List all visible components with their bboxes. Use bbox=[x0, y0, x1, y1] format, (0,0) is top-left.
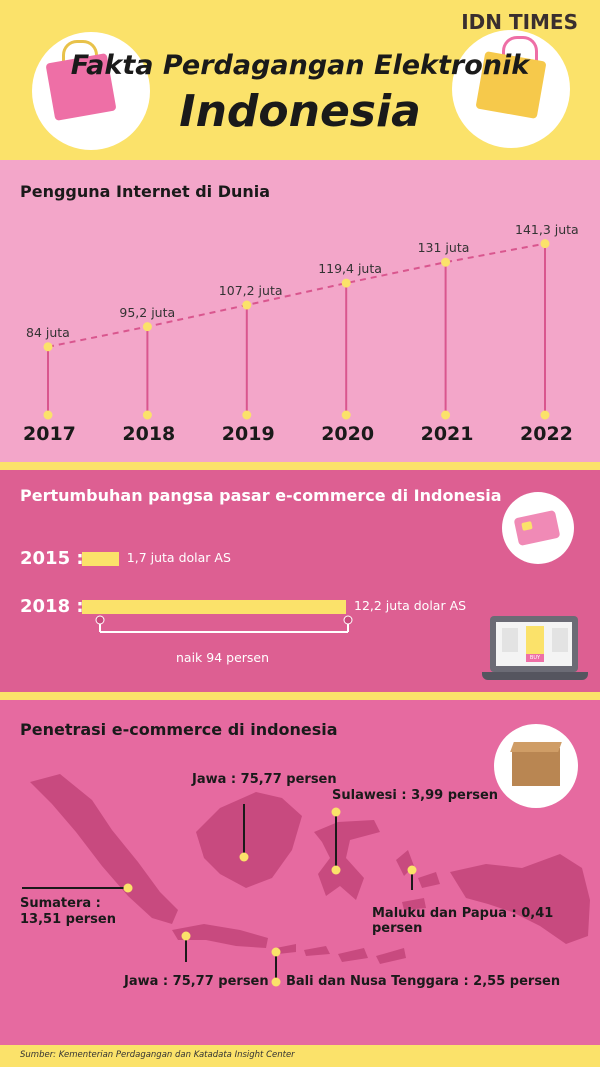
data-point-2022 bbox=[540, 239, 550, 249]
base-point-2020 bbox=[341, 410, 351, 420]
internet-users-chart bbox=[43, 239, 550, 420]
penetration-section: Penetrasi e-commerce di indonesia bbox=[0, 700, 600, 1045]
label-bali: Bali dan Nusa Tenggara : 2,55 persen bbox=[286, 974, 561, 989]
bag-handle bbox=[502, 36, 538, 61]
year-label-2018: 2018 bbox=[122, 423, 176, 445]
papua-island bbox=[450, 854, 590, 944]
data-point-2020 bbox=[341, 278, 351, 288]
header: IDN TIMES Fakta Perdagangan Elektronik I… bbox=[0, 0, 600, 160]
data-label-2018: 95,2 juta bbox=[119, 304, 176, 320]
page-title-line2: Indonesia bbox=[179, 86, 421, 137]
data-label-2020: 119,4 juta bbox=[318, 261, 382, 277]
page-title-line1: Fakta Perdagangan Elektronik bbox=[70, 50, 530, 81]
penetration-title: Penetrasi e-commerce di indonesia bbox=[20, 720, 338, 739]
brand-logo: IDN TIMES bbox=[461, 10, 578, 34]
label-maluku: Maluku dan Papua : 0,41 persen bbox=[372, 906, 554, 936]
laptop-base bbox=[482, 672, 588, 680]
source-footer: Sumber: Kementerian Perdagangan dan Kata… bbox=[0, 1045, 600, 1067]
data-label-2021: 131 juta bbox=[417, 240, 470, 256]
bar-category-2018: 2018 : bbox=[20, 596, 84, 617]
java-island bbox=[172, 924, 268, 948]
data-point-2019 bbox=[242, 300, 252, 310]
data-label-2017: 84 juta bbox=[26, 324, 70, 340]
package-box-icon bbox=[494, 724, 578, 808]
base-point-2018 bbox=[142, 410, 152, 420]
label-sulawesi: Sulawesi : 3,99 persen bbox=[332, 788, 499, 803]
kalimantan-island bbox=[196, 792, 302, 888]
credit-card-icon bbox=[502, 492, 574, 564]
bar-category-2015: 2015 : bbox=[20, 548, 84, 569]
sulawesi-island bbox=[314, 820, 380, 900]
label-jawa-bottom: Jawa : 75,77 persen bbox=[124, 974, 269, 989]
year-label-2022: 2022 bbox=[520, 423, 573, 445]
bag-handle bbox=[62, 40, 98, 65]
bar-2015 bbox=[82, 552, 119, 566]
data-point-2021 bbox=[441, 257, 451, 267]
indonesia-map bbox=[22, 774, 590, 987]
label-sumatera-1: Sumatera : bbox=[20, 896, 101, 911]
series-line bbox=[47, 242, 546, 348]
base-point-2017 bbox=[43, 410, 53, 420]
bar-value-2015: 1,7 juta dolar AS bbox=[126, 550, 231, 565]
growth-bracket bbox=[95, 615, 353, 633]
ecommerce-growth-title: Pertumbuhan pangsa pasar e-commerce di I… bbox=[20, 486, 502, 505]
base-point-2021 bbox=[441, 410, 451, 420]
label-sumatera-2: 13,51 persen bbox=[20, 912, 116, 927]
year-label-2019: 2019 bbox=[221, 423, 275, 445]
sumatra-island bbox=[30, 774, 178, 924]
bar-2018 bbox=[82, 600, 346, 614]
ecommerce-growth-section: Pertumbuhan pangsa pasar e-commerce di I… bbox=[0, 470, 600, 692]
right-bag-circle bbox=[452, 30, 570, 148]
growth-annotation: naik 94 persen bbox=[176, 650, 270, 665]
internet-users-title: Pengguna Internet di Dunia bbox=[20, 182, 271, 201]
bar-value-2018: 12,2 juta dolar AS bbox=[354, 598, 467, 613]
data-label-2019: 107,2 juta bbox=[218, 283, 283, 299]
year-label-2021: 2021 bbox=[420, 423, 474, 445]
year-label-2020: 2020 bbox=[321, 423, 375, 445]
buy-button-graphic: BUY bbox=[526, 654, 544, 662]
data-point-2017 bbox=[43, 342, 53, 352]
data-point-2018 bbox=[142, 322, 152, 332]
data-label-2022: 141,3 juta bbox=[515, 221, 579, 237]
laptop-shop-icon: BUY bbox=[490, 616, 578, 672]
year-label-2017: 2017 bbox=[23, 423, 76, 445]
label-jawa-top: Jawa : 75,77 persen bbox=[192, 772, 337, 787]
left-bag-circle bbox=[32, 32, 150, 150]
base-point-2022 bbox=[540, 410, 550, 420]
base-point-2019 bbox=[242, 410, 252, 420]
source-text: Sumber: Kementerian Perdagangan dan Kata… bbox=[20, 1050, 295, 1060]
internet-users-section: Pengguna Internet di Dunia 84 juta 2017 95… bbox=[0, 160, 600, 462]
